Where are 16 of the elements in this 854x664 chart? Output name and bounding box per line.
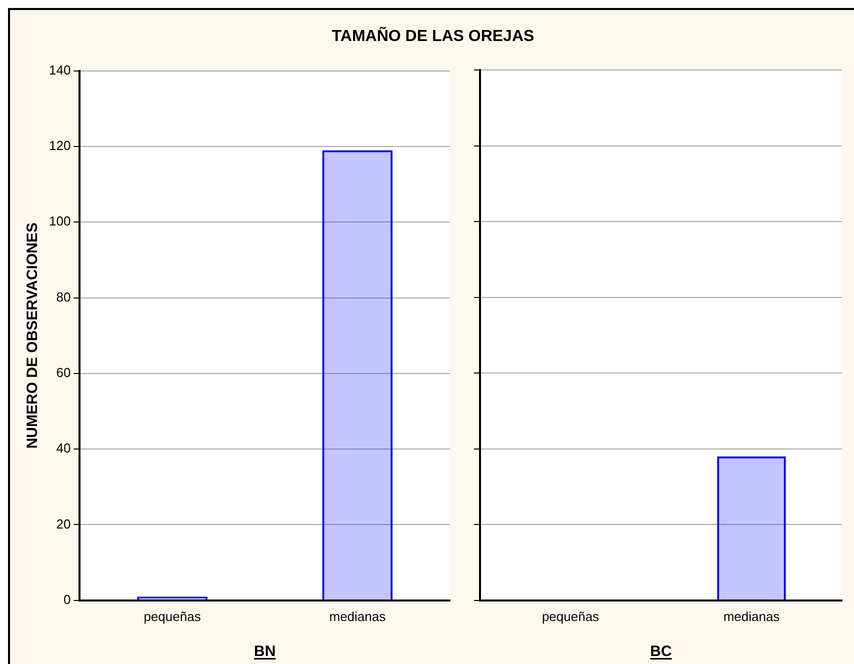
y-tick-label: 60 (56, 365, 71, 380)
y-tick-label: 100 (48, 214, 71, 229)
x-axis-title: BC (650, 643, 672, 660)
x-tick-label: pequeñas (542, 608, 600, 624)
y-tick-label: 20 (56, 516, 71, 532)
x-axis-title: BN (254, 643, 276, 660)
y-tick-label: 0 (63, 592, 71, 607)
x-tick-label: pequeñas (144, 608, 202, 624)
y-tick-label: 80 (56, 289, 71, 304)
y-axis-title: NUMERO DE OBSERVACIONES (24, 222, 42, 449)
y-tick-label: 40 (56, 440, 71, 456)
y-tick-label: 140 (48, 62, 71, 78)
y-tick-label: 120 (48, 138, 71, 154)
chart-title: TAMAÑO DE LAS OREJAS (330, 28, 536, 46)
x-tick-label: medianas (723, 608, 780, 624)
x-tick-label: medianas (329, 608, 386, 624)
